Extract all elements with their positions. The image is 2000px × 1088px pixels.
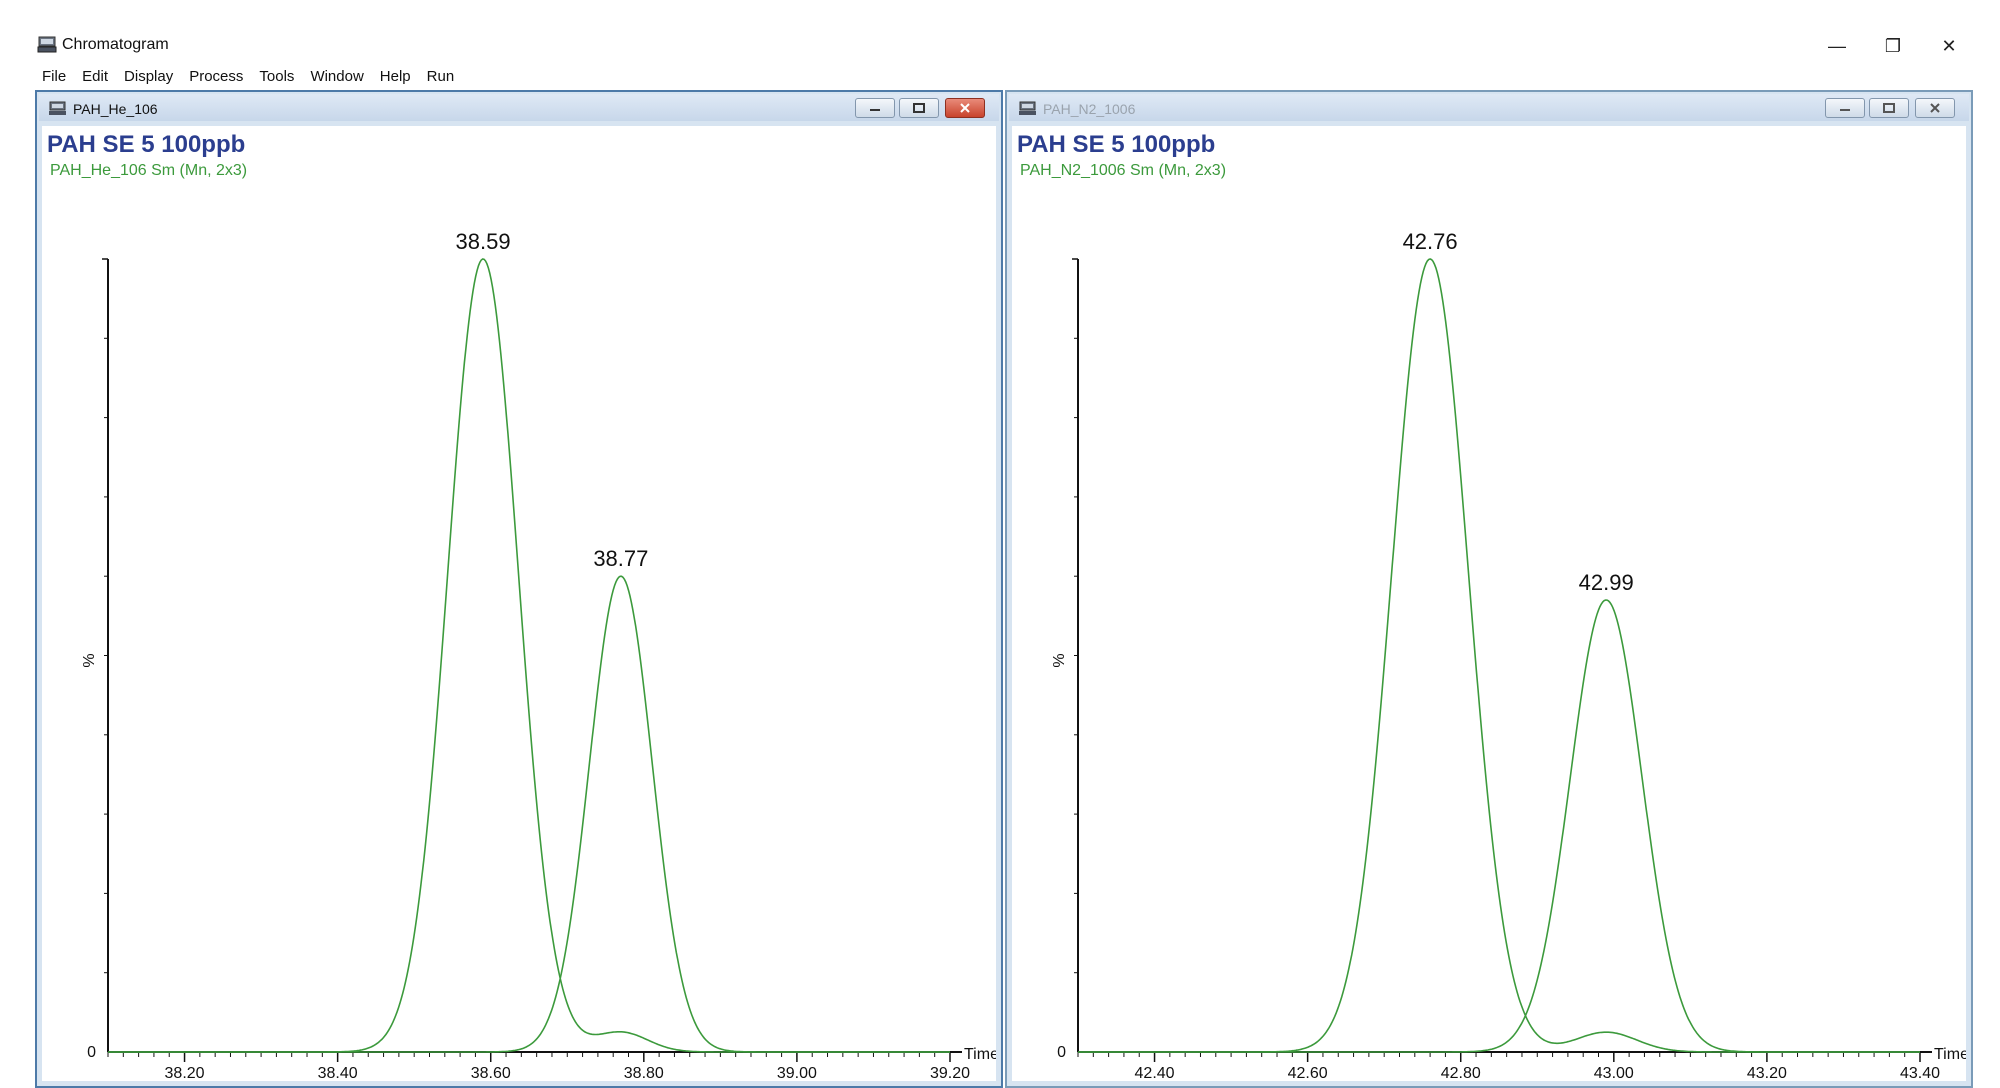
menu-edit[interactable]: Edit bbox=[82, 67, 109, 85]
x-tick-label: 43.40 bbox=[1900, 1065, 1940, 1081]
peak-trace bbox=[108, 258, 950, 1053]
child-minimize-button[interactable] bbox=[1825, 98, 1865, 118]
peak-label: 42.76 bbox=[1403, 229, 1458, 254]
chromatogram-doc-icon bbox=[49, 101, 66, 115]
chromatogram-app-icon bbox=[37, 36, 57, 53]
child-minimize-button[interactable] bbox=[855, 98, 895, 118]
child-close-button[interactable] bbox=[945, 98, 985, 118]
y-zero-label: 0 bbox=[1057, 1044, 1066, 1061]
peak-trace bbox=[108, 575, 950, 1053]
x-tick-label: 43.20 bbox=[1747, 1065, 1787, 1081]
close-icon bbox=[1930, 103, 1940, 113]
y-axis-label: % bbox=[81, 653, 98, 667]
minimize-icon bbox=[870, 109, 880, 111]
x-tick-label: 38.40 bbox=[318, 1065, 358, 1081]
x-tick-label: 42.80 bbox=[1441, 1065, 1481, 1081]
peak-trace bbox=[1078, 258, 1920, 1053]
peak-label: 42.99 bbox=[1579, 570, 1634, 595]
restore-button[interactable]: ❐ bbox=[1884, 36, 1902, 56]
close-button[interactable]: ✕ bbox=[1941, 36, 1957, 56]
peak-label: 38.59 bbox=[456, 229, 511, 254]
x-tick-label: 38.20 bbox=[165, 1065, 205, 1081]
sample-title: PAH SE 5 100ppb bbox=[1017, 131, 1216, 158]
x-axis-label: Time bbox=[964, 1046, 996, 1063]
app-title: Chromatogram bbox=[62, 36, 169, 53]
chromatogram-plot[interactable]: 0% 38.20 38.40 38.60 38.80 39.00 39.20 Time 38.5… bbox=[42, 126, 996, 1081]
child-close-button[interactable] bbox=[1915, 98, 1955, 118]
peak-trace bbox=[1078, 599, 1920, 1053]
child-window-name: PAH_He_106 bbox=[73, 101, 158, 117]
chromatogram-plot[interactable]: 0% 42.40 42.60 42.80 43.00 43.20 43.40 Time 42.7… bbox=[1012, 126, 1966, 1081]
app-title-bar: Chromatogram — ❐ ✕ bbox=[33, 30, 1976, 63]
menu-help[interactable]: Help bbox=[379, 67, 411, 85]
close-icon bbox=[960, 103, 970, 113]
child-maximize-button[interactable] bbox=[1869, 98, 1909, 118]
peak-label: 38.77 bbox=[593, 546, 648, 571]
x-tick-label: 42.60 bbox=[1288, 1065, 1328, 1081]
menu-bar: File Edit Display Process Tools Window H… bbox=[33, 63, 1976, 89]
y-zero-label: 0 bbox=[87, 1044, 96, 1061]
x-tick-label: 39.00 bbox=[777, 1065, 817, 1081]
menu-file[interactable]: File bbox=[42, 67, 67, 85]
chromatogram-app-window: Chromatogram — ❐ ✕ File Edit Display Pro… bbox=[33, 30, 1976, 1088]
chromatogram-window-he[interactable]: PAH_He_106 0% 38.20 38.40 38.60 38.80 39.00 39… bbox=[35, 90, 1003, 1088]
menu-display[interactable]: Display bbox=[124, 67, 174, 85]
maximize-icon bbox=[913, 103, 925, 113]
menu-run[interactable]: Run bbox=[426, 67, 455, 85]
minimize-button[interactable]: — bbox=[1828, 36, 1846, 56]
child-window-name: PAH_N2_1006 bbox=[1043, 101, 1136, 117]
child-title-bar[interactable]: PAH_He_106 bbox=[39, 94, 999, 121]
x-tick-label: 39.20 bbox=[930, 1065, 970, 1081]
x-axis-label: Time bbox=[1934, 1046, 1966, 1063]
trace-label: PAH_He_106 Sm (Mn, 2x3) bbox=[50, 162, 248, 179]
x-tick-label: 42.40 bbox=[1135, 1065, 1175, 1081]
chromatogram-chart[interactable]: 0% 42.40 42.60 42.80 43.00 43.20 43.40 Time 42.7… bbox=[1012, 126, 1966, 1081]
trace-label: PAH_N2_1006 Sm (Mn, 2x3) bbox=[1020, 162, 1227, 179]
y-axis-label: % bbox=[1051, 653, 1068, 667]
chromatogram-chart[interactable]: 0% 38.20 38.40 38.60 38.80 39.00 39.20 Time 38.5… bbox=[42, 126, 996, 1081]
child-maximize-button[interactable] bbox=[899, 98, 939, 118]
x-tick-label: 38.80 bbox=[624, 1065, 664, 1081]
menu-process[interactable]: Process bbox=[189, 67, 244, 85]
chromatogram-window-n2[interactable]: PAH_N2_1006 0% 42.40 42.60 42.80 43.00 43.20 4… bbox=[1005, 90, 1973, 1088]
minimize-icon bbox=[1840, 109, 1850, 111]
child-title-bar[interactable]: PAH_N2_1006 bbox=[1009, 94, 1969, 121]
maximize-icon bbox=[1883, 103, 1895, 113]
x-tick-label: 43.00 bbox=[1594, 1065, 1634, 1081]
chromatogram-doc-icon bbox=[1019, 101, 1036, 115]
menu-tools[interactable]: Tools bbox=[259, 67, 295, 85]
sample-title: PAH SE 5 100ppb bbox=[47, 131, 246, 158]
x-tick-label: 38.60 bbox=[471, 1065, 511, 1081]
menu-window[interactable]: Window bbox=[310, 67, 364, 85]
